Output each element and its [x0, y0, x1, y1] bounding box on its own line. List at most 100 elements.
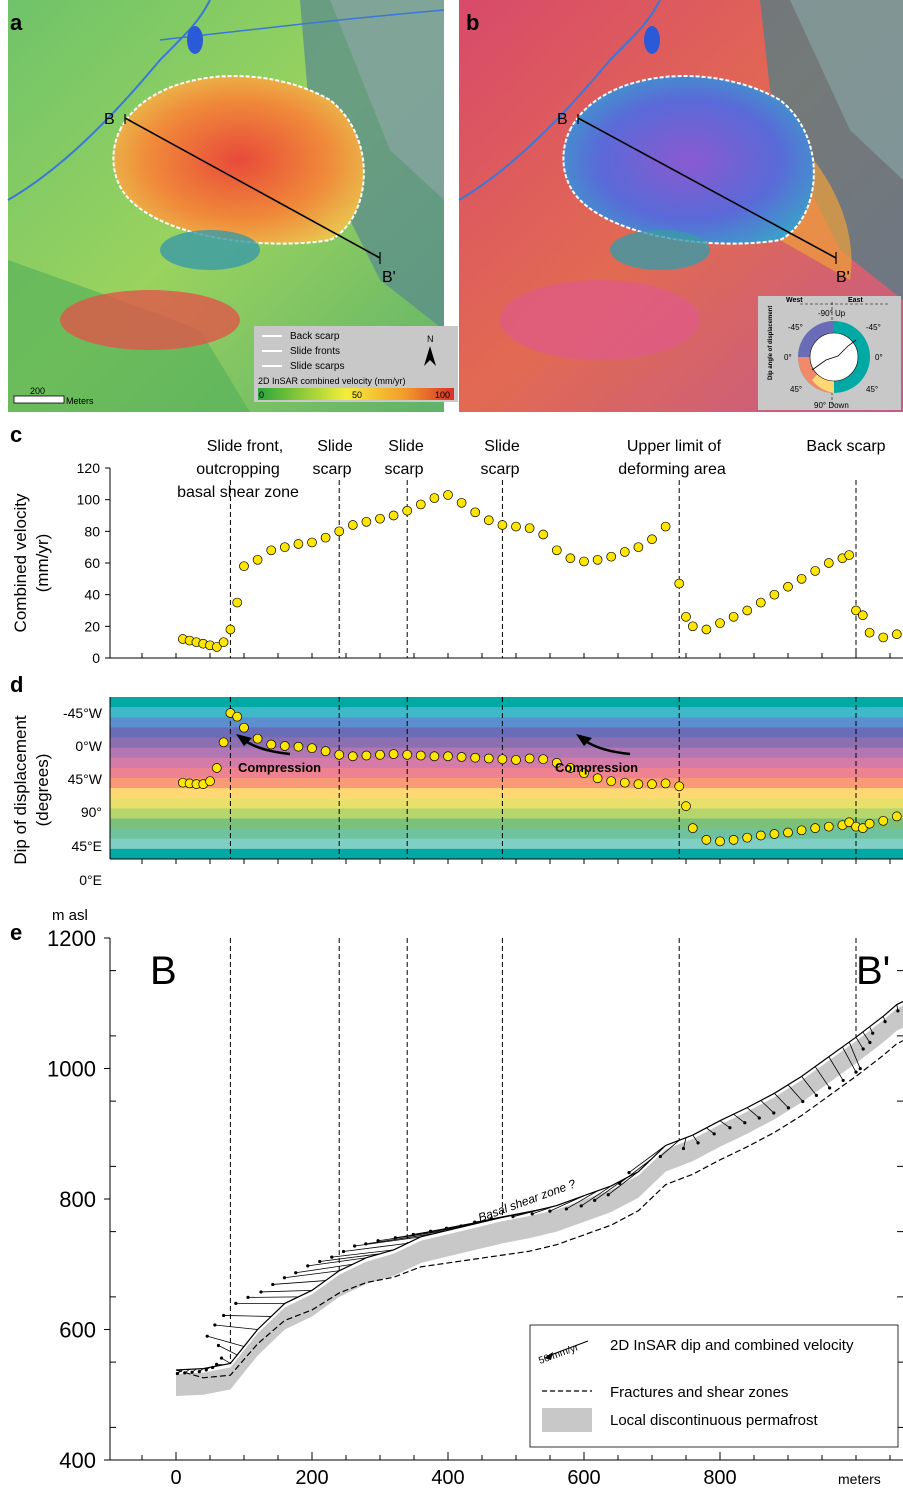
displacement-arrow	[660, 1139, 680, 1157]
y-tick-label-d: 45°E	[71, 838, 102, 854]
displacement-arrow	[787, 1084, 804, 1102]
displacement-arrow	[343, 1242, 408, 1252]
velocity-point	[810, 566, 821, 576]
displacement-arrow	[628, 1145, 666, 1173]
arrow-head	[190, 1370, 194, 1374]
velocity-point	[415, 499, 426, 510]
compression-arrows: Compression Compression	[236, 734, 638, 775]
arrow-head	[868, 1040, 872, 1045]
dip-point	[361, 750, 372, 761]
svg-text:90° Down: 90° Down	[814, 401, 849, 410]
arrow-head	[896, 1009, 900, 1013]
dip-point	[429, 751, 440, 762]
velocity-point	[660, 521, 671, 532]
x-tick-label-e: 400	[431, 1467, 464, 1489]
velocity-point	[681, 611, 691, 622]
dip-point	[511, 755, 521, 765]
velocity-point	[388, 510, 399, 521]
arrow-head	[473, 1220, 477, 1224]
map-b-labels: b B B'	[466, 10, 850, 286]
displacement-arrow	[855, 1036, 864, 1050]
panel-letter-a: a	[10, 10, 23, 35]
dip-point	[606, 776, 617, 787]
displacement-arrow	[260, 1289, 313, 1293]
arrow-head	[814, 1093, 818, 1097]
displacement-arrow	[842, 1046, 857, 1073]
svg-text:Upper limit of: Upper limit of	[627, 438, 722, 455]
map-b-profile-start: B	[557, 111, 568, 128]
svg-text:0: 0	[259, 390, 264, 400]
svg-text:0°: 0°	[784, 353, 792, 362]
dip-point	[538, 754, 549, 765]
velocity-point	[225, 624, 236, 635]
velocity-point	[375, 513, 385, 524]
svg-text:deforming area: deforming area	[618, 461, 726, 478]
displacement-arrow	[774, 1093, 789, 1109]
dip-point	[633, 779, 644, 789]
y-tick-label-e: 1200	[47, 926, 96, 951]
dip-point	[755, 830, 766, 841]
panel-d-chart: -45°W 0°W 45°W 90° 45°E 0°E Dip of displacemen…	[11, 697, 903, 888]
dip-point	[239, 722, 249, 733]
svg-text:45°: 45°	[790, 385, 802, 394]
arrow-head	[222, 1313, 226, 1318]
dip-point	[443, 751, 453, 762]
velocity-point	[715, 618, 725, 629]
velocity-point	[647, 534, 657, 545]
dip-band	[110, 707, 903, 718]
y-axis-label-d-unit: (degrees)	[33, 754, 52, 827]
legend-slide-scarps: Slide scarps	[290, 361, 344, 372]
arrow-head	[593, 1198, 597, 1202]
arrow-head	[854, 1070, 858, 1074]
permafrost-area	[176, 1005, 903, 1397]
velocity-point	[538, 529, 549, 540]
dip-point	[402, 749, 413, 760]
dip-band	[110, 808, 903, 819]
dip-band	[110, 798, 903, 809]
velocity-point	[524, 523, 535, 534]
dip-point	[891, 811, 902, 822]
velocity-point	[320, 532, 331, 543]
arrow-head	[294, 1271, 298, 1275]
dip-point	[742, 832, 753, 843]
velocity-point	[347, 520, 358, 530]
arrow-head	[828, 1086, 832, 1090]
dip-point	[728, 835, 739, 845]
svg-text:Slide: Slide	[484, 438, 520, 455]
displacement-arrow	[248, 1296, 299, 1298]
section-label-bprime: B'	[856, 949, 890, 993]
dip-point	[687, 823, 698, 833]
y-tick-label-e: 800	[59, 1187, 96, 1212]
panel-e-legend: 50 mm/yr 2D InSAR dip and combined veloc…	[529, 1324, 899, 1448]
dip-band	[110, 757, 903, 769]
velocity-point	[633, 542, 644, 553]
svg-text:Slide front,: Slide front,	[207, 438, 283, 455]
velocity-point	[728, 611, 739, 622]
displacement-arrow	[566, 1190, 598, 1210]
displacement-arrow	[207, 1335, 245, 1347]
dip-point	[681, 801, 691, 811]
svg-text:scarp: scarp	[480, 461, 519, 478]
velocity-point	[851, 605, 861, 616]
displacement-arrow	[719, 1120, 731, 1129]
legend-permafrost-label: Local discontinuous permafrost	[610, 1412, 818, 1429]
y-tick-label-c: 0	[92, 650, 100, 666]
surface-profile	[175, 1000, 903, 1371]
x-axis-label-e: meters	[838, 1471, 881, 1487]
arrow-head	[696, 1141, 700, 1145]
arrow-head	[606, 1193, 610, 1197]
displacement-arrow	[848, 1041, 861, 1069]
arrow-head	[841, 1078, 845, 1083]
section-label-b: B	[150, 949, 177, 993]
arrow-head	[246, 1295, 250, 1300]
displacement-arrow	[331, 1249, 394, 1258]
x-tick-label-e: 600	[567, 1467, 600, 1489]
displacement-arrow	[760, 1100, 775, 1114]
svg-text:East: East	[848, 297, 863, 304]
dip-point	[483, 753, 494, 764]
svg-text:200: 200	[30, 386, 45, 396]
y-axis-label-d: Dip of displacement	[11, 715, 30, 865]
y-axis-label-c-unit: (mm/yr)	[33, 534, 52, 593]
displacement-arrow	[218, 1345, 238, 1356]
dip-point	[660, 778, 671, 789]
